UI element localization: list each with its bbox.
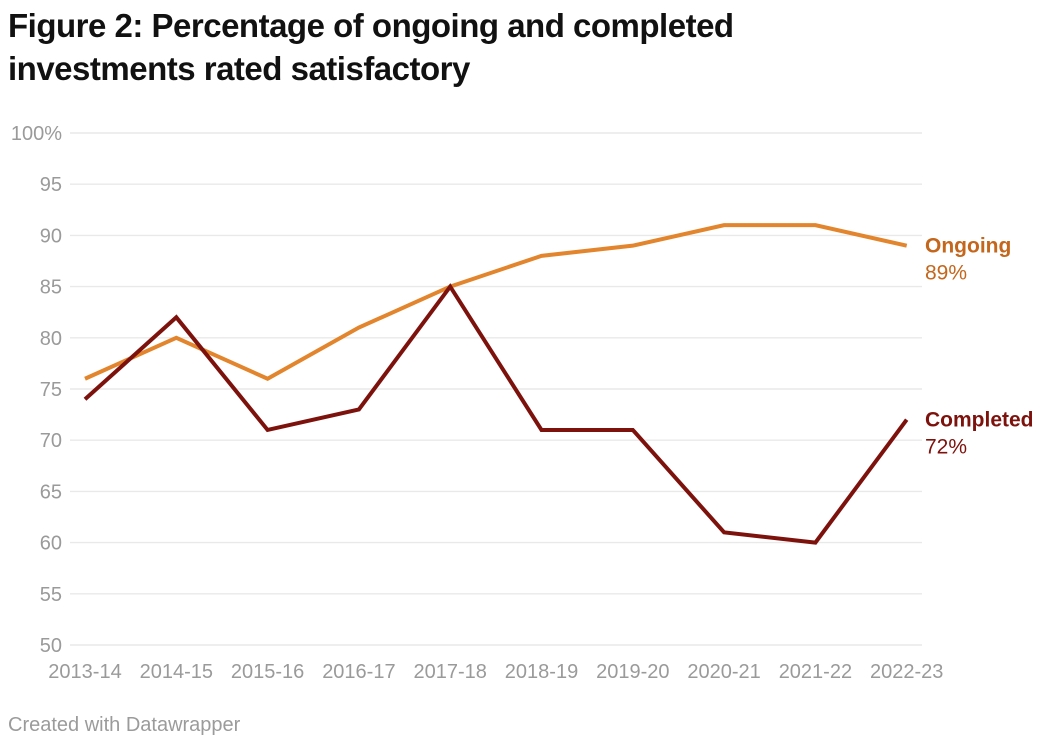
- y-tick-label: 55: [40, 584, 62, 606]
- ongoing-end-label: Ongoing: [925, 235, 1011, 258]
- ongoing-end-value: 89%: [925, 262, 967, 285]
- y-tick-label: 90: [40, 225, 62, 247]
- chart-title-line1: Figure 2: Percentage of ongoing and comp…: [8, 7, 734, 44]
- x-tick-label: 2013-14: [48, 661, 121, 683]
- x-tick-label: 2014-15: [140, 661, 213, 683]
- chart-title-line2: investments rated satisfactory: [8, 50, 470, 87]
- y-tick-label: 80: [40, 328, 62, 350]
- chart-title: Figure 2: Percentage of ongoing and comp…: [8, 4, 968, 90]
- completed-end-value: 72%: [925, 436, 967, 459]
- y-tick-label: 75: [40, 379, 62, 401]
- footer-attribution: Created with Datawrapper: [8, 714, 241, 736]
- x-tick-label: 2017-18: [413, 661, 486, 683]
- y-tick-label: 60: [40, 533, 62, 555]
- completed-end-label: Completed: [925, 409, 1034, 432]
- x-tick-label: 2018-19: [505, 661, 578, 683]
- completed-line: [83, 283, 909, 545]
- y-tick-label: 50: [40, 635, 62, 657]
- x-tick-label: 2019-20: [596, 661, 669, 683]
- x-tick-label: 2015-16: [231, 661, 304, 683]
- y-tick-label: 65: [40, 481, 62, 503]
- x-tick-label: 2021-22: [779, 661, 852, 683]
- y-tick-label: 95: [40, 174, 62, 196]
- y-tick-label: 100%: [11, 123, 62, 145]
- x-tick-label: 2016-17: [322, 661, 395, 683]
- x-tick-label: 2022-23: [870, 661, 943, 683]
- y-tick-label: 85: [40, 277, 62, 299]
- y-tick-label: 70: [40, 430, 62, 452]
- x-tick-label: 2020-21: [687, 661, 760, 683]
- ongoing-line: [84, 223, 908, 381]
